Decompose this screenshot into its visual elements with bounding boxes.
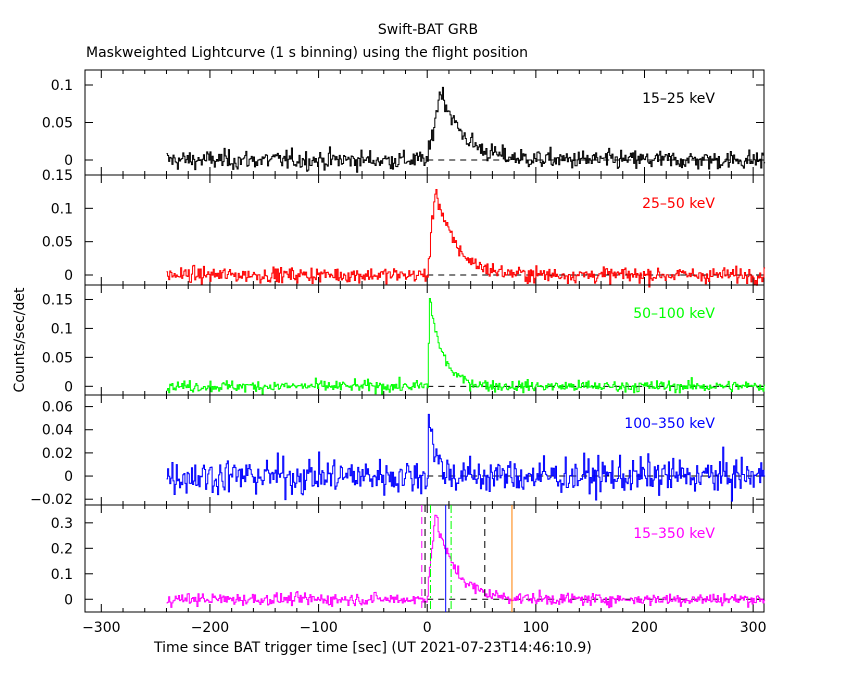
panel-2-ytick-label: 0.05 xyxy=(42,235,73,251)
x-tick-label: −200 xyxy=(191,620,229,636)
panel-3-ytick-label: 0.05 xyxy=(42,350,73,366)
panel-1-ytick-label: 0.05 xyxy=(42,116,73,132)
panel-1-ytick-label: 0.1 xyxy=(51,78,73,94)
panel-4-ytick-label: 0.04 xyxy=(42,423,73,439)
panel-5-ytick-label: 0.1 xyxy=(51,567,73,583)
x-tick-label: 300 xyxy=(740,620,767,636)
x-axis-label: Time since BAT trigger time [sec] (UT 20… xyxy=(154,640,592,656)
panel-3-band-label: 50–100 keV xyxy=(633,306,715,322)
panel-4-ytick-label: 0.06 xyxy=(42,400,73,416)
panel-3-ytick-label: 0.1 xyxy=(51,321,73,337)
panel-3-ytick-label: 0.15 xyxy=(42,292,73,308)
panel-2-ytick-label: 0.1 xyxy=(51,201,73,217)
x-tick-label: 200 xyxy=(631,620,658,636)
panel-2-ytick-label: 0 xyxy=(64,268,73,284)
panel-2-series-line xyxy=(166,188,766,288)
panel-5-ytick-label: 0 xyxy=(64,592,73,608)
chart-subtitle: Maskweighted Lightcurve (1 s binning) us… xyxy=(86,45,529,61)
panel-2-ytick-label: 0.15 xyxy=(42,168,73,184)
panel-5-series-line xyxy=(166,514,766,609)
panel-2-frame xyxy=(84,174,765,286)
x-tick-label: 100 xyxy=(522,620,549,636)
panel-4-ytick-label: 0.02 xyxy=(42,446,73,462)
panel-1-series-line xyxy=(166,86,766,173)
x-tick-label: −100 xyxy=(299,620,337,636)
panel-5-band-label: 15–350 keV xyxy=(633,526,715,542)
panel-3-series-line xyxy=(166,298,766,395)
panel-5-ytick-label: 0.2 xyxy=(51,541,73,557)
panel-1-band-label: 15–25 keV xyxy=(642,91,715,107)
panel-2-band-label: 25–50 keV xyxy=(642,196,715,212)
panel-3-frame xyxy=(84,284,765,396)
chart-title: Swift-BAT GRB xyxy=(377,22,479,38)
panel-4-series-line xyxy=(166,413,766,502)
panel-4-band-label: 100–350 keV xyxy=(624,416,715,432)
panel-5-ytick-label: 0.3 xyxy=(51,516,73,532)
panel-4-ytick-label: −0.02 xyxy=(30,492,73,508)
panel-5-frame xyxy=(84,504,765,613)
x-tick-label: −300 xyxy=(82,620,120,636)
panel-3-ytick-label: 0 xyxy=(64,379,73,395)
x-tick-label: 0 xyxy=(423,620,432,636)
panel-1-ytick-label: 0 xyxy=(64,153,73,169)
panel-4-ytick-label: 0 xyxy=(64,469,73,485)
